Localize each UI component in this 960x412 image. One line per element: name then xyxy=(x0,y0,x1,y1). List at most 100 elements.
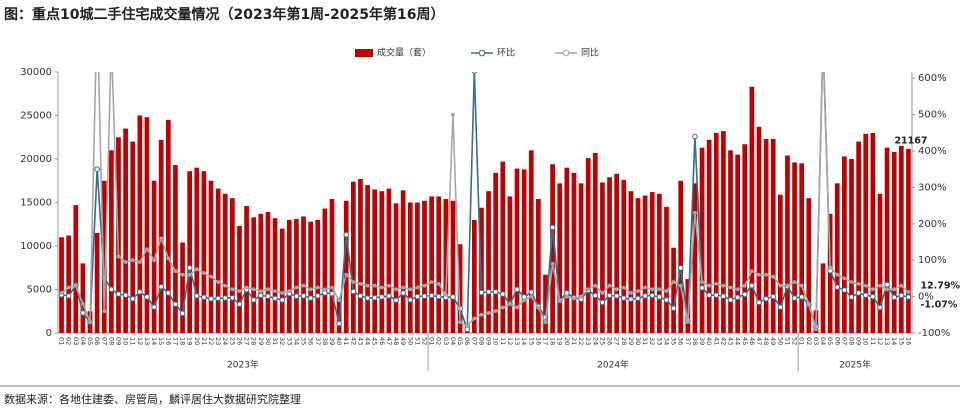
point xyxy=(230,287,235,292)
source: 数据来源：各地住建委、房管局，麟评居住大数据研究院整理 xyxy=(4,392,301,406)
bar xyxy=(59,237,64,333)
point xyxy=(685,320,690,324)
point xyxy=(123,260,128,264)
x-tick-label: 06 xyxy=(463,337,471,345)
x-tick-label: 13 xyxy=(513,337,521,345)
bar xyxy=(671,247,676,333)
point xyxy=(663,297,670,303)
point xyxy=(358,281,363,286)
bar xyxy=(372,189,378,333)
point xyxy=(564,294,569,299)
bar xyxy=(230,198,235,333)
x-tick-label: 03 xyxy=(812,337,820,345)
bar xyxy=(528,150,534,333)
x-tick-label: 39 xyxy=(698,337,706,345)
bar xyxy=(329,199,335,333)
bar xyxy=(215,188,221,333)
point xyxy=(180,272,185,277)
bar xyxy=(258,213,264,333)
point xyxy=(273,289,277,294)
bar xyxy=(649,192,655,333)
point xyxy=(714,281,719,286)
point xyxy=(471,72,477,74)
x-tick-label: 21 xyxy=(570,337,578,345)
bar xyxy=(777,194,783,333)
point xyxy=(464,326,471,333)
x-tick-label: 30 xyxy=(264,337,272,345)
point xyxy=(435,293,442,300)
x-tick-label: 04 xyxy=(819,337,827,345)
data-label: 12.79% xyxy=(920,280,960,291)
point xyxy=(785,283,790,288)
point xyxy=(386,293,392,299)
x-tick-label: 17 xyxy=(171,337,179,345)
point xyxy=(293,293,300,300)
x-tick-label: 13 xyxy=(143,337,151,345)
x-tick-label: 42 xyxy=(719,337,727,345)
point xyxy=(905,294,912,300)
x-tick-label: 20 xyxy=(193,337,201,345)
y2-tick-label: 300% xyxy=(918,182,947,193)
bar xyxy=(457,244,463,333)
point xyxy=(877,304,883,311)
point xyxy=(300,293,307,299)
bar xyxy=(173,165,178,333)
bar xyxy=(308,221,313,333)
x-tick-label: 52 xyxy=(791,337,799,345)
bar xyxy=(614,173,620,333)
point xyxy=(479,312,484,317)
point xyxy=(364,295,371,301)
point xyxy=(856,281,861,286)
point xyxy=(422,283,427,288)
bar xyxy=(756,126,762,333)
x-tick-label: 32 xyxy=(648,337,656,345)
point xyxy=(458,320,462,324)
x-tick-label: 05 xyxy=(826,337,834,345)
point xyxy=(749,269,754,274)
bar xyxy=(94,232,100,333)
x-tick-label: 11 xyxy=(129,337,137,345)
bar xyxy=(806,198,812,333)
x-tick-label: 36 xyxy=(307,337,315,345)
x-tick-label: 15 xyxy=(527,337,535,345)
point xyxy=(486,311,491,315)
point xyxy=(201,294,207,301)
point xyxy=(272,295,278,302)
bar xyxy=(393,203,399,333)
bar xyxy=(450,200,456,333)
bar xyxy=(365,185,370,333)
point xyxy=(493,309,498,314)
bar xyxy=(436,196,442,333)
bar xyxy=(80,263,86,333)
x-tick-label: 23 xyxy=(214,337,222,345)
point xyxy=(173,269,178,274)
point xyxy=(763,295,769,302)
x-tick-label: 51 xyxy=(413,337,421,345)
point xyxy=(848,294,855,300)
bar xyxy=(578,183,584,333)
point xyxy=(279,297,285,303)
point xyxy=(828,265,833,270)
point xyxy=(649,292,656,299)
x-tick-label: 41 xyxy=(712,337,720,345)
point xyxy=(94,166,100,172)
point xyxy=(642,293,648,299)
point xyxy=(187,272,192,277)
point xyxy=(814,327,818,332)
point xyxy=(407,297,414,303)
point xyxy=(572,296,576,301)
point xyxy=(870,293,876,300)
x-tick-label: 41 xyxy=(342,337,350,345)
point xyxy=(677,265,684,271)
point xyxy=(394,287,398,292)
point xyxy=(122,292,129,298)
point xyxy=(635,295,641,302)
point xyxy=(842,276,847,281)
bar xyxy=(799,163,805,333)
y2-tick-label: 500% xyxy=(918,110,947,121)
bar xyxy=(763,138,769,333)
x-tick-label: 02 xyxy=(435,337,443,345)
point xyxy=(906,290,911,294)
point xyxy=(393,297,399,304)
bar xyxy=(728,150,733,333)
